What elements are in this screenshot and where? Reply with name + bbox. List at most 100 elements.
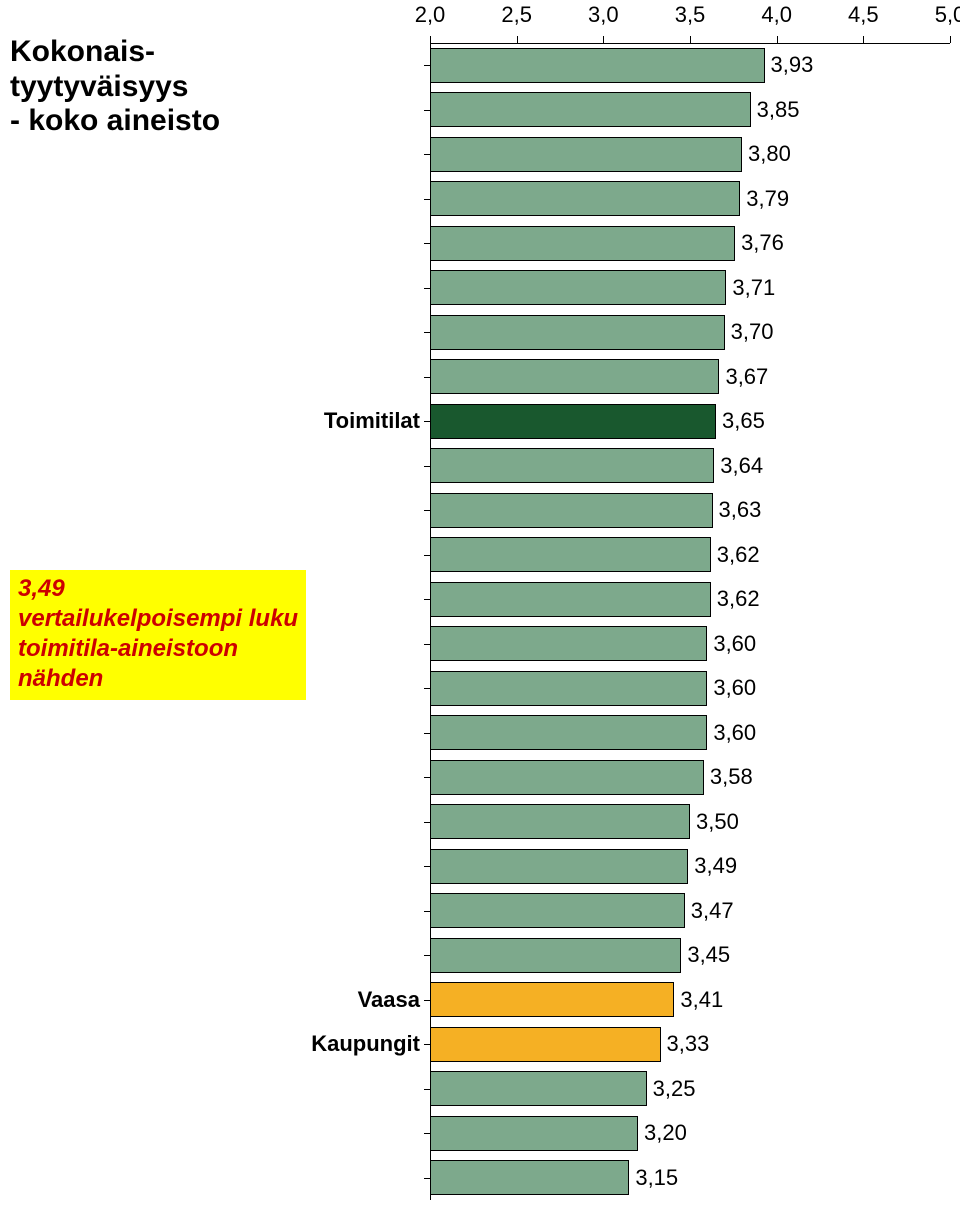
x-tick bbox=[517, 36, 518, 43]
bar bbox=[430, 92, 751, 127]
y-tick bbox=[424, 510, 430, 511]
bar bbox=[430, 48, 765, 83]
page: Kokonais- tyytyväisyys - koko aineisto 3… bbox=[0, 0, 960, 1211]
callout-line-1: 3,49 bbox=[18, 574, 298, 604]
bar-value-label: 3,15 bbox=[635, 1165, 678, 1191]
bar-value-label: 3,47 bbox=[691, 898, 734, 924]
y-tick bbox=[424, 288, 430, 289]
bar-value-label: 3,80 bbox=[748, 141, 791, 167]
bar bbox=[430, 760, 704, 795]
bar bbox=[430, 270, 726, 305]
x-tick-label: 2,5 bbox=[501, 2, 532, 28]
bar-value-label: 3,79 bbox=[746, 186, 789, 212]
y-tick bbox=[424, 421, 430, 422]
bar-value-label: 3,93 bbox=[771, 52, 814, 78]
y-tick bbox=[424, 377, 430, 378]
bar-value-label: 3,63 bbox=[719, 497, 762, 523]
x-tick bbox=[863, 36, 864, 43]
x-tick-label: 3,5 bbox=[675, 2, 706, 28]
y-axis-label: Vaasa bbox=[230, 987, 420, 1013]
y-tick bbox=[424, 466, 430, 467]
callout-box: 3,49 vertailukelpoisempi luku toimitila-… bbox=[10, 570, 306, 700]
x-tick bbox=[603, 36, 604, 43]
bar-value-label: 3,58 bbox=[710, 764, 753, 790]
y-tick bbox=[424, 332, 430, 333]
bar-value-label: 3,62 bbox=[717, 586, 760, 612]
bar bbox=[430, 226, 735, 261]
x-tick-label: 4,5 bbox=[848, 2, 879, 28]
bar bbox=[430, 1116, 638, 1151]
bar bbox=[430, 359, 719, 394]
x-tick-label: 2,0 bbox=[415, 2, 446, 28]
y-tick bbox=[424, 555, 430, 556]
bar-value-label: 3,60 bbox=[713, 675, 756, 701]
bar-value-label: 3,33 bbox=[667, 1031, 710, 1057]
bar bbox=[430, 893, 685, 928]
x-tick-label: 3,0 bbox=[588, 2, 619, 28]
bar bbox=[430, 1027, 661, 1062]
bar bbox=[430, 448, 714, 483]
bar bbox=[430, 715, 707, 750]
bar-value-label: 3,76 bbox=[741, 230, 784, 256]
y-tick bbox=[424, 822, 430, 823]
y-tick bbox=[424, 866, 430, 867]
y-tick bbox=[424, 243, 430, 244]
x-tick-label: 5,0 bbox=[935, 2, 960, 28]
y-tick bbox=[424, 65, 430, 66]
x-tick bbox=[950, 36, 951, 43]
bar-value-label: 3,45 bbox=[687, 942, 730, 968]
y-tick bbox=[424, 777, 430, 778]
bar-value-label: 3,60 bbox=[713, 631, 756, 657]
bar-value-label: 3,62 bbox=[717, 542, 760, 568]
bar bbox=[430, 1071, 647, 1106]
x-tick bbox=[430, 36, 431, 43]
bar-value-label: 3,49 bbox=[694, 853, 737, 879]
y-tick bbox=[424, 1044, 430, 1045]
y-tick bbox=[424, 733, 430, 734]
y-tick bbox=[424, 1133, 430, 1134]
x-tick bbox=[690, 36, 691, 43]
y-tick bbox=[424, 688, 430, 689]
bar bbox=[430, 315, 725, 350]
y-tick bbox=[424, 154, 430, 155]
y-tick bbox=[424, 199, 430, 200]
x-axis-line bbox=[430, 43, 950, 44]
bar bbox=[430, 1160, 629, 1195]
y-tick bbox=[424, 1178, 430, 1179]
bar bbox=[430, 626, 707, 661]
y-tick bbox=[424, 955, 430, 956]
bar-value-label: 3,65 bbox=[722, 408, 765, 434]
bar-value-label: 3,20 bbox=[644, 1120, 687, 1146]
callout-line-2: vertailukelpoisempi luku bbox=[18, 604, 298, 634]
y-tick bbox=[424, 644, 430, 645]
bar bbox=[430, 493, 713, 528]
bar bbox=[430, 404, 716, 439]
bar bbox=[430, 804, 690, 839]
bar bbox=[430, 849, 688, 884]
bar-value-label: 3,64 bbox=[720, 453, 763, 479]
bar bbox=[430, 938, 681, 973]
callout-line-4: nähden bbox=[18, 664, 298, 694]
bar-value-label: 3,67 bbox=[725, 364, 768, 390]
x-tick bbox=[777, 36, 778, 43]
bar-value-label: 3,70 bbox=[731, 319, 774, 345]
y-tick bbox=[424, 1089, 430, 1090]
bar-value-label: 3,41 bbox=[680, 987, 723, 1013]
bar-value-label: 3,85 bbox=[757, 97, 800, 123]
callout-line-3: toimitila-aineistoon bbox=[18, 634, 298, 664]
y-tick bbox=[424, 1000, 430, 1001]
y-axis-label: Toimitilat bbox=[230, 408, 420, 434]
y-tick bbox=[424, 599, 430, 600]
bar bbox=[430, 582, 711, 617]
bar-value-label: 3,60 bbox=[713, 720, 756, 746]
bar bbox=[430, 137, 742, 172]
y-axis-label: Kaupungit bbox=[230, 1031, 420, 1057]
bar bbox=[430, 671, 707, 706]
y-tick bbox=[424, 911, 430, 912]
y-tick bbox=[424, 110, 430, 111]
bar bbox=[430, 181, 740, 216]
bar bbox=[430, 537, 711, 572]
bar-value-label: 3,25 bbox=[653, 1076, 696, 1102]
bar bbox=[430, 982, 674, 1017]
bar-value-label: 3,71 bbox=[732, 275, 775, 301]
